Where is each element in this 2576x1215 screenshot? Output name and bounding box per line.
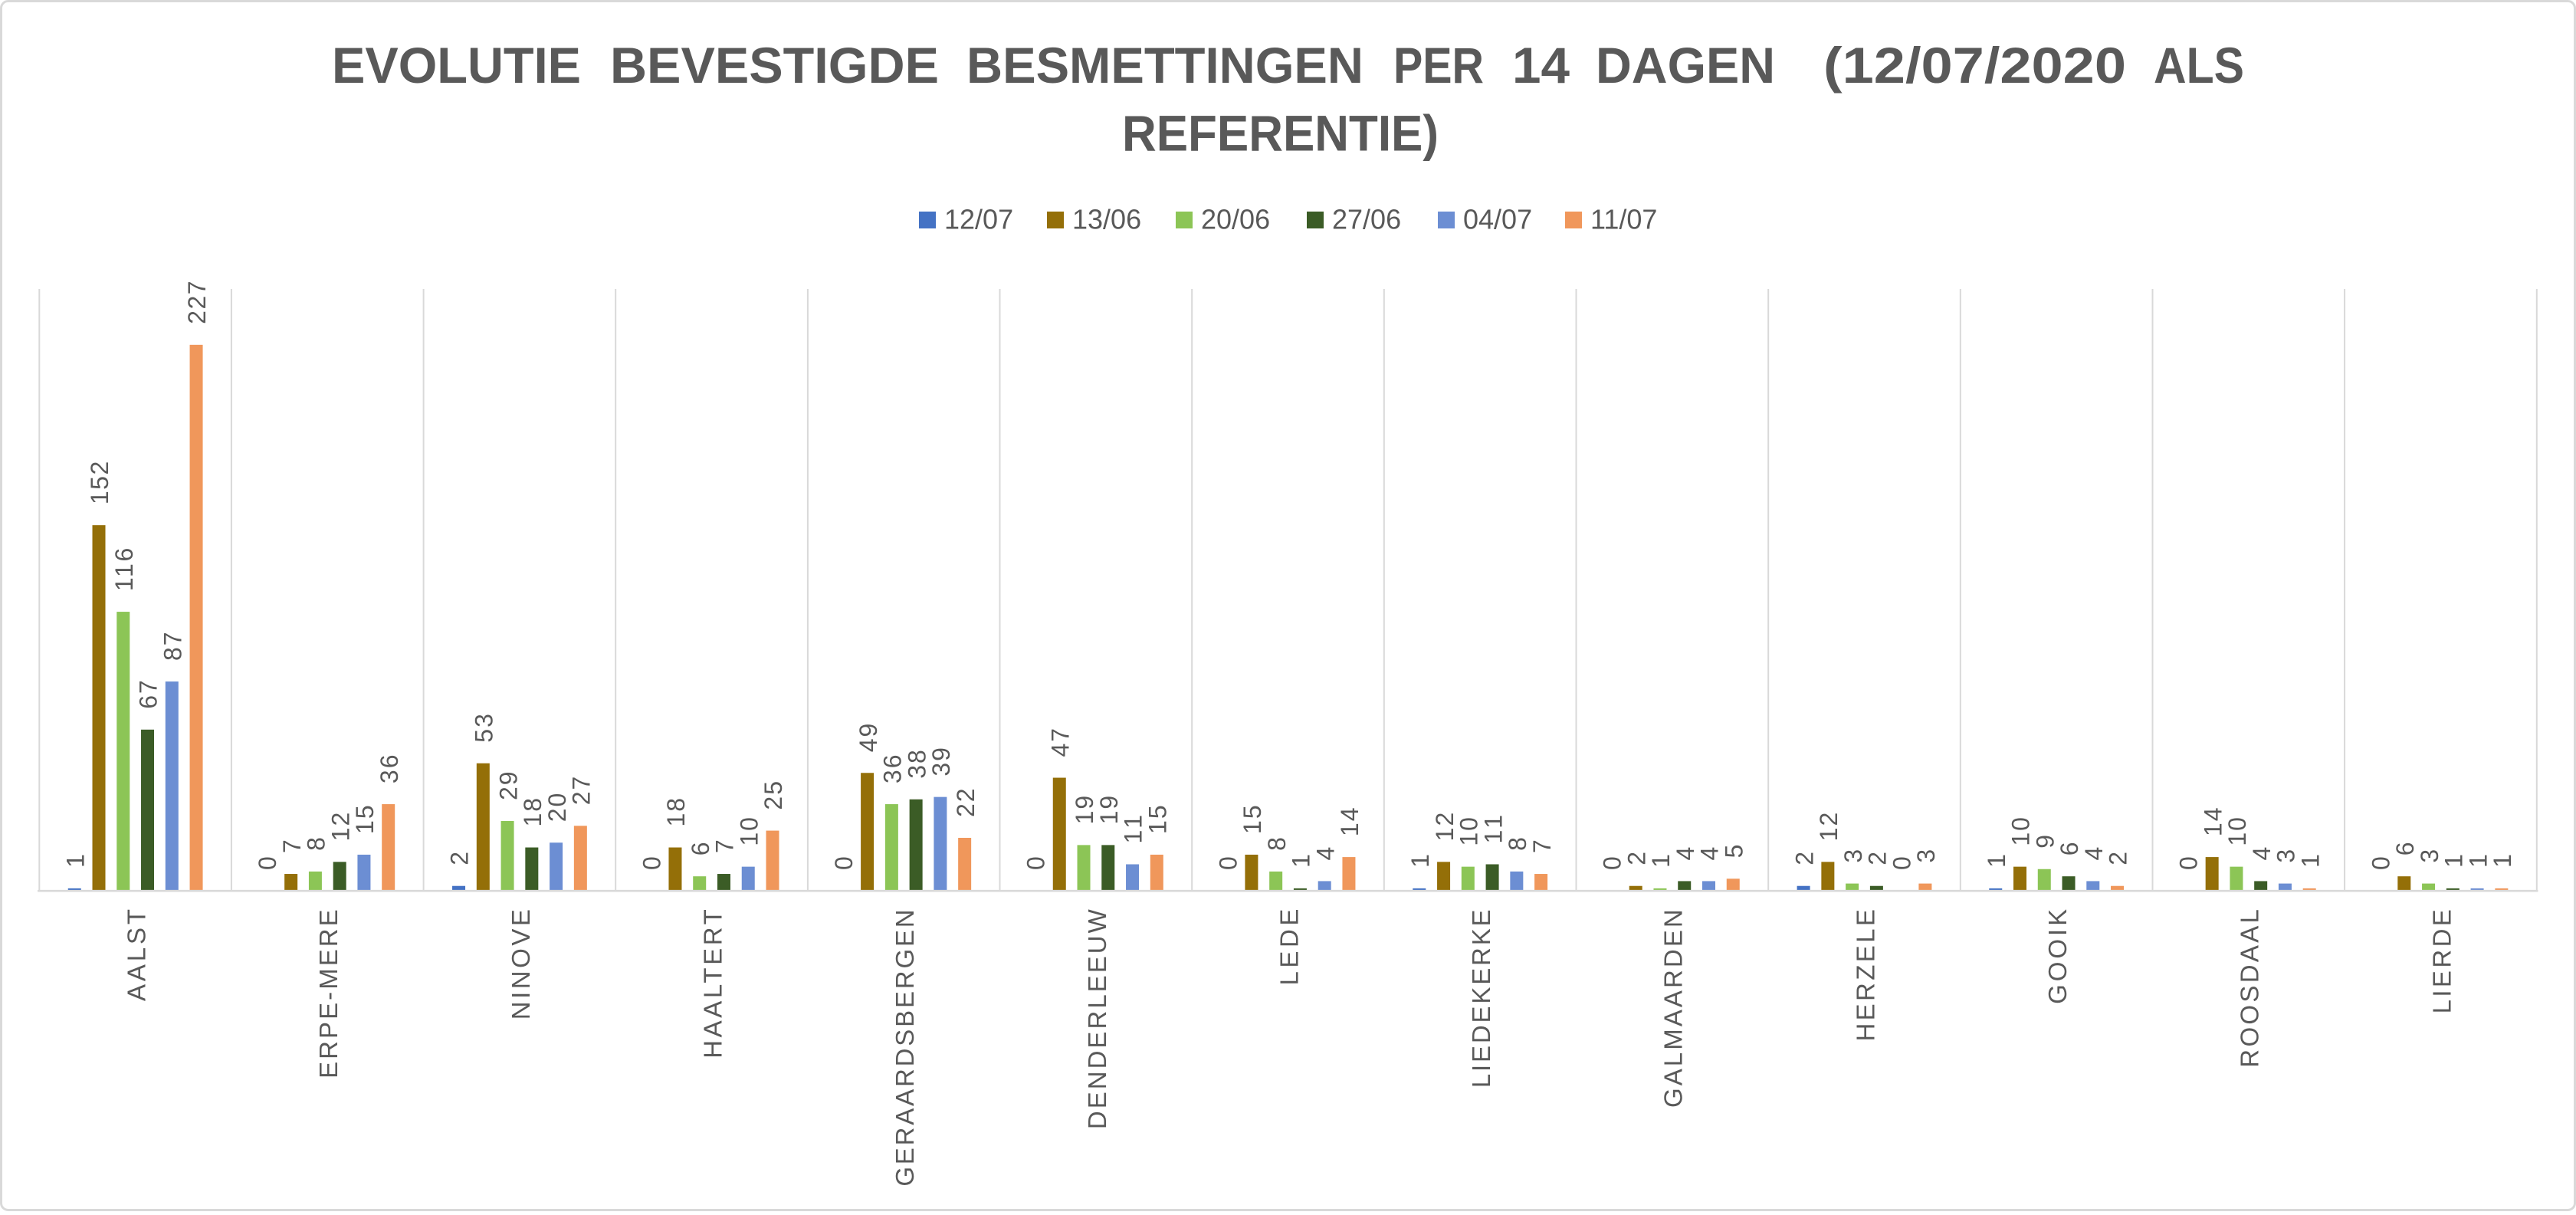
svg-text:0: 0	[254, 856, 281, 870]
svg-text:1: 1	[1647, 854, 1675, 868]
svg-text:8: 8	[1504, 837, 1531, 851]
svg-text:LIEDEKERKE: LIEDEKERKE	[1467, 909, 1495, 1088]
svg-text:1: 1	[2440, 854, 2468, 868]
svg-text:GOOIK: GOOIK	[2043, 909, 2072, 1004]
svg-text:27/06: 27/06	[1332, 204, 1401, 235]
svg-text:2: 2	[1623, 852, 1650, 865]
svg-text:04/07: 04/07	[1463, 204, 1532, 235]
svg-text:1: 1	[2464, 854, 2492, 868]
svg-text:4: 4	[1311, 847, 1339, 861]
svg-text:NINOVE: NINOVE	[507, 909, 535, 1020]
svg-text:116: 116	[110, 548, 138, 591]
svg-text:LEDE: LEDE	[1275, 909, 1303, 986]
svg-text:9: 9	[2031, 835, 2059, 849]
svg-text:REFERENTIE): REFERENTIE)	[1122, 105, 1439, 162]
svg-text:DENDERLEEUW: DENDERLEEUW	[1083, 908, 1111, 1129]
svg-text:0: 0	[638, 856, 665, 870]
svg-text:1: 1	[1288, 854, 1315, 868]
svg-text:1: 1	[61, 854, 89, 868]
svg-text:3: 3	[1839, 849, 1867, 863]
svg-text:0: 0	[1888, 856, 1915, 870]
svg-text:ERPE-MERE: ERPE-MERE	[314, 909, 343, 1079]
svg-text:DAGEN: DAGEN	[1596, 37, 1775, 94]
svg-text:3: 3	[1912, 849, 1940, 863]
svg-text:8: 8	[303, 837, 330, 851]
svg-text:LIERDE: LIERDE	[2427, 909, 2456, 1013]
svg-text:12/07: 12/07	[944, 204, 1013, 235]
svg-text:1: 1	[1983, 854, 2010, 868]
svg-text:152: 152	[86, 461, 113, 504]
svg-text:7: 7	[711, 839, 739, 853]
svg-text:ALS: ALS	[2154, 37, 2244, 94]
svg-text:2: 2	[446, 852, 474, 865]
svg-text:1: 1	[2489, 854, 2516, 868]
svg-text:6: 6	[2056, 842, 2083, 855]
svg-text:BEVESTIGDE: BEVESTIGDE	[610, 37, 939, 94]
svg-text:PER: PER	[1393, 37, 1484, 94]
svg-text:11/07: 11/07	[1590, 204, 1657, 235]
svg-text:0: 0	[1599, 856, 1626, 870]
svg-text:HERZELE: HERZELE	[1851, 909, 1879, 1041]
svg-text:3: 3	[2272, 849, 2300, 863]
svg-text:0: 0	[1214, 856, 1242, 870]
svg-text:6: 6	[687, 842, 714, 855]
svg-text:BESMETTINGEN: BESMETTINGEN	[966, 37, 1363, 94]
svg-text:7: 7	[278, 839, 306, 853]
svg-text:2: 2	[1790, 852, 1818, 865]
svg-text:0: 0	[2175, 856, 2203, 870]
svg-text:ROOSDAAL: ROOSDAAL	[2236, 909, 2264, 1068]
svg-text:227: 227	[183, 281, 211, 323]
svg-text:6: 6	[2391, 842, 2419, 855]
svg-text:HAALTERT: HAALTERT	[698, 909, 727, 1059]
svg-text:4: 4	[1672, 847, 1699, 861]
svg-text:AALST: AALST	[123, 909, 151, 1001]
svg-text:5: 5	[1720, 845, 1747, 859]
svg-text:4: 4	[2080, 847, 2108, 861]
svg-text:14: 14	[1512, 37, 1570, 94]
svg-text:20/06: 20/06	[1201, 204, 1270, 235]
svg-text:3: 3	[2416, 849, 2443, 863]
svg-text:7: 7	[1528, 839, 1556, 853]
svg-text:2: 2	[1864, 852, 1892, 865]
svg-text:0: 0	[1022, 856, 1050, 870]
svg-text:8: 8	[1263, 837, 1291, 851]
svg-text:0: 0	[2367, 856, 2394, 870]
svg-text:0: 0	[830, 856, 858, 870]
svg-text:13/06: 13/06	[1072, 204, 1141, 235]
svg-text:1: 1	[2296, 854, 2324, 868]
svg-text:2: 2	[2105, 852, 2132, 865]
svg-text:1: 1	[1406, 854, 1434, 868]
svg-text:(12/07/2020: (12/07/2020	[1823, 37, 2126, 94]
svg-text:EVOLUTIE: EVOLUTIE	[332, 37, 581, 94]
svg-text:4: 4	[1696, 847, 1724, 861]
svg-text:4: 4	[2248, 847, 2276, 861]
